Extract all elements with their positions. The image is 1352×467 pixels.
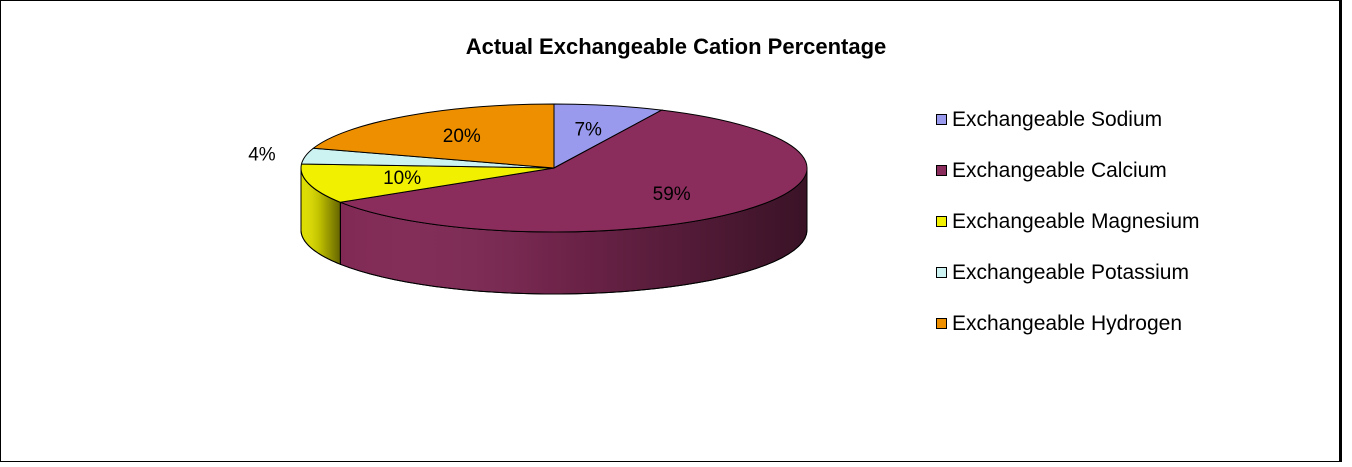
legend-swatch [936, 267, 947, 278]
data-label-exchangeable-calcium: 59% [653, 184, 691, 205]
legend-swatch [936, 114, 947, 125]
pie-slice-exchangeable-calcium [338, 109, 808, 233]
legend-label: Exchangeable Hydrogen [952, 312, 1182, 335]
data-label-exchangeable-sodium: 7% [574, 119, 602, 140]
legend-label: Exchangeable Calcium [952, 159, 1167, 182]
pie-top [300, 103, 808, 233]
data-label-exchangeable-hydrogen: 20% [443, 126, 481, 147]
pie-slice-exchangeable-sodium [553, 103, 664, 169]
data-label-exchangeable-potassium: 4% [248, 145, 276, 166]
pie-slice-exchangeable-magnesium [300, 163, 555, 203]
legend-label: Exchangeable Magnesium [952, 210, 1200, 233]
legend-label: Exchangeable Sodium [952, 108, 1163, 131]
data-label-exchangeable-magnesium: 10% [383, 168, 421, 189]
legend-swatch [936, 216, 947, 227]
legend-label: Exchangeable Potassium [952, 261, 1189, 284]
legend-swatch [936, 165, 947, 176]
pie-sides [300, 167, 808, 295]
pie-labels: 7% 59% 10% 4% 20% [248, 119, 691, 205]
chart-title: Actual Exchangeable Cation Percentage [465, 34, 887, 59]
pie-slice-exchangeable-hydrogen [312, 103, 555, 169]
legend-swatch [936, 318, 947, 329]
